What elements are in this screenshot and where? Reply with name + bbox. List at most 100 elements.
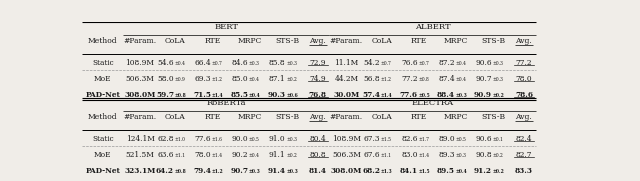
- Text: RTE: RTE: [205, 113, 221, 121]
- Text: 59.7: 59.7: [156, 91, 174, 99]
- Text: 89.5: 89.5: [436, 167, 455, 175]
- Text: MRPC: MRPC: [237, 37, 262, 45]
- Text: ±0.3: ±0.3: [455, 153, 466, 158]
- Text: ±1.4: ±1.4: [418, 153, 429, 158]
- Text: ±0.8: ±0.8: [175, 169, 186, 174]
- Text: #Param.: #Param.: [330, 37, 363, 45]
- Text: 30.0M: 30.0M: [333, 91, 360, 99]
- Text: 80.8: 80.8: [309, 151, 326, 159]
- Text: ±0.3: ±0.3: [286, 61, 297, 66]
- Text: 81.4: 81.4: [308, 167, 326, 175]
- Text: 308.0M: 308.0M: [331, 167, 362, 175]
- Text: RoBERTa: RoBERTa: [207, 99, 246, 107]
- Text: 78.6: 78.6: [515, 91, 533, 99]
- Text: ±0.4: ±0.4: [249, 153, 260, 158]
- Text: ±0.5: ±0.5: [418, 93, 430, 98]
- Text: ±0.4: ±0.4: [455, 77, 466, 82]
- Text: ±1.4: ±1.4: [212, 153, 223, 158]
- Text: Avg.: Avg.: [516, 113, 532, 121]
- Text: Static: Static: [92, 135, 114, 143]
- Text: #Param.: #Param.: [124, 113, 157, 121]
- Text: ±0.3: ±0.3: [286, 169, 298, 174]
- Text: STS-B: STS-B: [481, 113, 506, 121]
- Text: 74.9: 74.9: [309, 75, 326, 83]
- Text: #Param.: #Param.: [124, 37, 157, 45]
- Text: 54.2: 54.2: [364, 59, 380, 67]
- Text: PAD-Net: PAD-Net: [85, 91, 120, 99]
- Text: 77.6: 77.6: [195, 135, 211, 143]
- Text: 56.8: 56.8: [364, 75, 380, 83]
- Text: 79.4: 79.4: [193, 167, 211, 175]
- Text: 78.0: 78.0: [195, 151, 211, 159]
- Text: ±0.2: ±0.2: [286, 153, 297, 158]
- Text: ±1.5: ±1.5: [381, 137, 392, 142]
- Text: 91.4: 91.4: [268, 167, 285, 175]
- Text: MoE: MoE: [94, 75, 111, 83]
- Text: 85.5: 85.5: [230, 91, 248, 99]
- Text: ±0.3: ±0.3: [492, 61, 503, 66]
- Text: 54.6: 54.6: [157, 59, 174, 67]
- Text: 90.7: 90.7: [476, 75, 492, 83]
- Text: ±1.3: ±1.3: [381, 169, 392, 174]
- Text: 84.6: 84.6: [232, 59, 248, 67]
- Text: 82.4: 82.4: [516, 135, 532, 143]
- Text: 88.4: 88.4: [436, 91, 455, 99]
- Text: 77.6: 77.6: [399, 91, 417, 99]
- Text: 76.8: 76.8: [308, 91, 326, 99]
- Text: ±0.4: ±0.4: [249, 93, 260, 98]
- Text: RTE: RTE: [205, 37, 221, 45]
- Text: 108.9M: 108.9M: [332, 135, 361, 143]
- Text: 68.2: 68.2: [362, 167, 380, 175]
- Text: 82.7: 82.7: [516, 151, 532, 159]
- Text: STS-B: STS-B: [275, 113, 299, 121]
- Text: 506.3M: 506.3M: [125, 75, 154, 83]
- Text: 87.2: 87.2: [438, 59, 455, 67]
- Text: ±0.4: ±0.4: [175, 61, 186, 66]
- Text: 57.4: 57.4: [362, 91, 380, 99]
- Text: ±0.3: ±0.3: [249, 61, 260, 66]
- Text: Avg.: Avg.: [516, 37, 532, 45]
- Text: 83.3: 83.3: [515, 167, 533, 175]
- Text: ALBERT: ALBERT: [415, 23, 451, 31]
- Text: PAD-Net: PAD-Net: [85, 167, 120, 175]
- Text: 63.6: 63.6: [157, 151, 174, 159]
- Text: 87.1: 87.1: [269, 75, 285, 83]
- Text: ±0.2: ±0.2: [492, 93, 504, 98]
- Text: 91.2: 91.2: [474, 167, 492, 175]
- Text: 85.8: 85.8: [269, 59, 285, 67]
- Text: ±0.6: ±0.6: [286, 93, 298, 98]
- Text: ±0.3: ±0.3: [492, 77, 503, 82]
- Text: Static: Static: [92, 59, 114, 67]
- Text: 124.1M: 124.1M: [125, 135, 154, 143]
- Text: CoLA: CoLA: [165, 37, 186, 45]
- Text: 90.3: 90.3: [268, 91, 285, 99]
- Text: 90.9: 90.9: [474, 91, 492, 99]
- Text: CoLA: CoLA: [165, 113, 186, 121]
- Text: 90.0: 90.0: [232, 135, 248, 143]
- Text: 506.3M: 506.3M: [332, 151, 361, 159]
- Text: MRPC: MRPC: [444, 113, 468, 121]
- Text: 11.1M: 11.1M: [334, 59, 358, 67]
- Text: ±0.5: ±0.5: [455, 137, 466, 142]
- Text: ±1.4: ±1.4: [212, 93, 223, 98]
- Text: 90.7: 90.7: [230, 167, 248, 175]
- Text: 521.5M: 521.5M: [125, 151, 154, 159]
- Text: 89.0: 89.0: [438, 135, 455, 143]
- Text: 67.3: 67.3: [364, 135, 380, 143]
- Text: ±1.2: ±1.2: [212, 169, 223, 174]
- Text: ±0.2: ±0.2: [286, 77, 297, 82]
- Text: CoLA: CoLA: [371, 37, 392, 45]
- Text: ±0.4: ±0.4: [455, 169, 467, 174]
- Text: MoE: MoE: [94, 151, 111, 159]
- Text: ±0.7: ±0.7: [381, 61, 392, 66]
- Text: 62.8: 62.8: [157, 135, 174, 143]
- Text: 85.0: 85.0: [232, 75, 248, 83]
- Text: ±1.7: ±1.7: [418, 137, 429, 142]
- Text: 77.2: 77.2: [516, 59, 532, 67]
- Text: 91.1: 91.1: [269, 151, 285, 159]
- Text: STS-B: STS-B: [275, 37, 299, 45]
- Text: ±0.2: ±0.2: [492, 153, 503, 158]
- Text: ±0.5: ±0.5: [249, 137, 260, 142]
- Text: ±0.3: ±0.3: [249, 169, 260, 174]
- Text: Avg.: Avg.: [309, 113, 326, 121]
